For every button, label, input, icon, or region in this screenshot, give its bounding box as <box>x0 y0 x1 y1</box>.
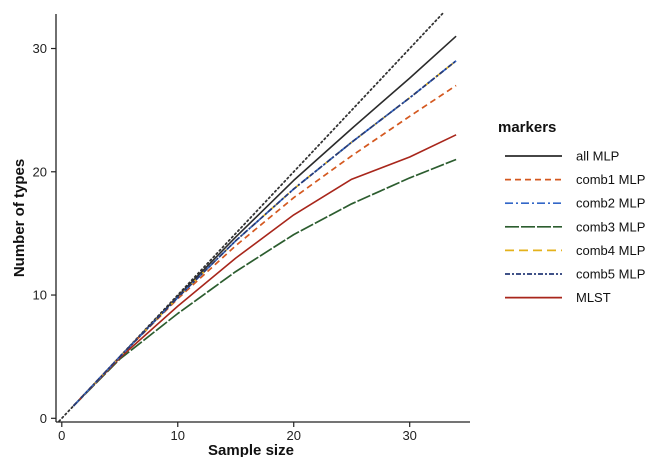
legend-label: comb1 MLP <box>576 172 645 187</box>
y-tick-label: 30 <box>33 41 47 56</box>
series-line-comb3-mlp <box>72 158 457 407</box>
series-line-comb4-mlp <box>72 60 457 407</box>
x-axis-title: Sample size <box>208 442 294 457</box>
legend-label: comb3 MLP <box>576 219 645 234</box>
series-line-comb5-mlp <box>72 60 457 407</box>
legend: markers all MLP comb1 MLP comb2 MLP comb3 M… <box>498 119 645 305</box>
legend-label: comb2 MLP <box>576 196 645 211</box>
series-line-comb2-mlp <box>72 60 457 407</box>
x-tick-label: 0 <box>58 428 65 443</box>
plot-area <box>57 10 457 422</box>
x-tick-label: 30 <box>402 428 416 443</box>
axes: 0 10 20 30 0 10 20 30 <box>33 14 470 443</box>
legend-label: comb4 MLP <box>576 243 645 258</box>
legend-title: markers <box>498 119 556 136</box>
y-axis-title: Number of types <box>11 159 28 277</box>
series-line-all-mlp <box>72 35 457 407</box>
x-tick-label: 20 <box>286 428 300 443</box>
x-tick-label: 10 <box>171 428 185 443</box>
series-line-mlst <box>72 134 457 407</box>
y-tick-label: 10 <box>33 288 47 303</box>
legend-label: all MLP <box>576 149 619 164</box>
y-tick-label: 20 <box>33 164 47 179</box>
legend-label: comb5 MLP <box>576 267 645 282</box>
legend-label: MLST <box>576 290 611 305</box>
y-tick-label: 0 <box>40 411 47 426</box>
series-line-comb1-mlp <box>72 84 457 407</box>
